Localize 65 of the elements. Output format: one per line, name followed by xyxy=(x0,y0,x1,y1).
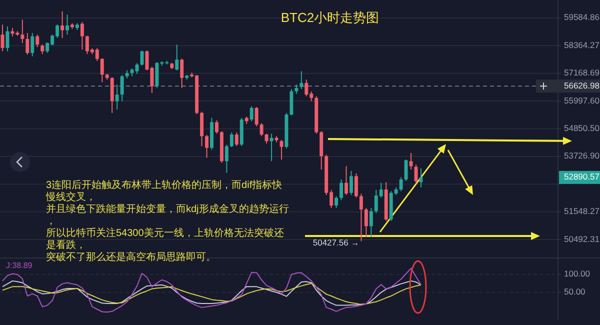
y-tick-label: 58364.27 xyxy=(564,40,600,50)
annotation: J:38.89 xyxy=(6,261,33,270)
candlestick xyxy=(40,44,44,55)
candlestick xyxy=(100,58,104,83)
candlestick xyxy=(369,207,373,238)
y-tick-label: 59584.86 xyxy=(564,12,600,22)
candlestick xyxy=(250,106,254,122)
candlestick xyxy=(200,111,204,147)
candlestick xyxy=(340,178,344,201)
candlestick xyxy=(344,166,348,196)
candlestick xyxy=(110,76,114,114)
candlestick xyxy=(264,133,268,144)
candlestick xyxy=(180,58,184,88)
candlestick xyxy=(140,50,144,66)
candlestick xyxy=(30,32,34,57)
y-tick-label: 100.00 xyxy=(564,268,590,279)
line-series xyxy=(2,268,422,313)
candlestick xyxy=(80,22,84,50)
candlestick xyxy=(175,44,179,71)
candlestick xyxy=(224,144,228,174)
candlestick xyxy=(300,70,304,90)
candlestick xyxy=(260,122,264,137)
y-tick-label: 53726.90 xyxy=(564,150,600,161)
candlestick xyxy=(334,196,338,208)
y-tick-label: 57168.69 xyxy=(564,68,600,78)
y-tick-label: 51548.27 xyxy=(564,206,600,216)
candlestick xyxy=(359,193,363,242)
annotation: 3连阳后开始触及布林带上轨价格的压制，而dif指标快慢线交叉， xyxy=(45,179,282,203)
text: 52890.57 xyxy=(564,172,600,182)
candlestick xyxy=(364,207,368,238)
candlestick xyxy=(349,170,353,196)
y-tick-label: 55997.60 xyxy=(564,95,600,106)
candlestick xyxy=(270,133,274,162)
candlestick xyxy=(205,134,209,158)
candlestick xyxy=(280,139,284,160)
candlestick xyxy=(115,84,119,110)
candlestick xyxy=(294,84,298,94)
candlestick xyxy=(36,34,40,48)
y-tick-label: 50.00 xyxy=(564,286,586,297)
annotation: 所以比特币关注54300美元一线，上轨价格无法突破还是看跌， xyxy=(46,227,284,251)
candlestick xyxy=(230,132,234,148)
candlestick xyxy=(419,168,423,188)
candlestick xyxy=(409,152,413,170)
candlestick xyxy=(290,88,294,116)
annotation: 50427.56 → xyxy=(312,237,360,248)
candlestick xyxy=(60,10,64,38)
ref-line-label: 56626.98 xyxy=(564,80,600,90)
candlestick xyxy=(404,159,408,182)
candlestick xyxy=(0,24,4,52)
candlestick xyxy=(6,26,10,52)
candlestick xyxy=(66,14,70,36)
candlestick xyxy=(214,120,218,134)
annotation: 并且绿色下跌能量开始变量，而kdj形成金叉的趋势运行， xyxy=(46,203,289,227)
candlestick xyxy=(254,106,258,127)
candlestick xyxy=(354,172,358,198)
candlestick xyxy=(120,74,124,102)
candlestick xyxy=(20,19,24,44)
y-tick-label: 54850.50 xyxy=(564,122,600,133)
y-tick-label: 50492.31 xyxy=(564,234,600,244)
annotation: 突破不了那么还是高空布局思路即可。 xyxy=(46,251,216,263)
text: BTC2小时走势图 xyxy=(280,10,380,25)
candlestick xyxy=(414,164,418,184)
candlestick xyxy=(234,132,238,146)
candlestick xyxy=(26,32,30,56)
candlestick xyxy=(399,176,403,192)
